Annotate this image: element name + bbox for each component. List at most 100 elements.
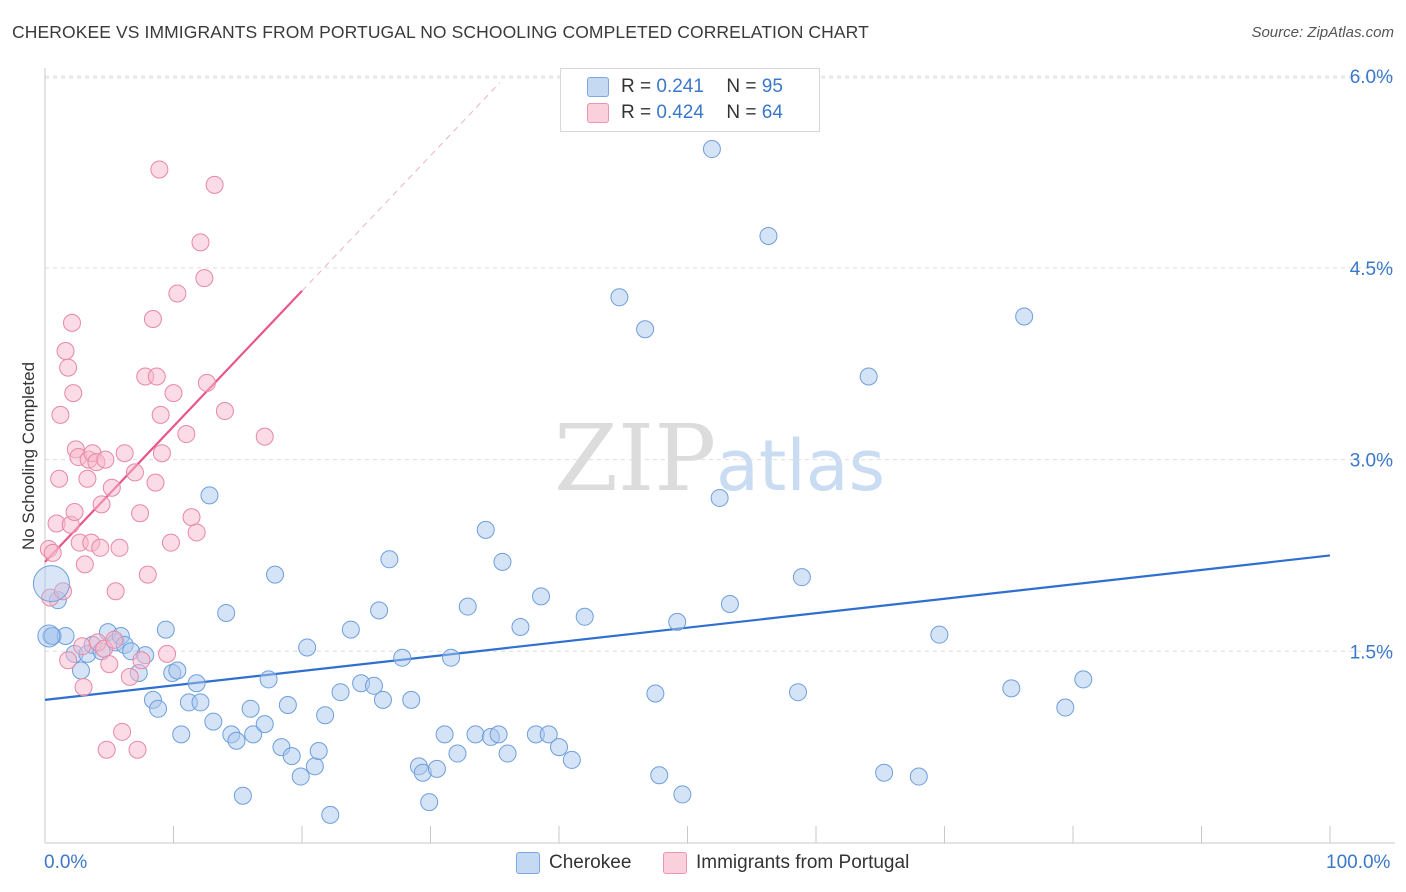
portugal-point-39 bbox=[125, 463, 144, 482]
cherokee-point-86 bbox=[792, 568, 811, 587]
cherokee-point-92 bbox=[1015, 307, 1034, 326]
portugal-point-61 bbox=[205, 175, 224, 194]
legend-row-portugal: R = 0.424 N = 64 bbox=[587, 101, 783, 125]
portugal-point-33 bbox=[105, 630, 124, 649]
portugal-point-40 bbox=[128, 740, 147, 759]
cherokee-point-80 bbox=[673, 785, 692, 804]
cherokee-point-43 bbox=[316, 706, 335, 725]
cherokee-point-35 bbox=[266, 565, 285, 584]
portugal-point-30 bbox=[97, 740, 116, 759]
cherokee-point-85 bbox=[789, 683, 808, 702]
watermark-atlas: atlas bbox=[716, 425, 885, 507]
cherokee-point-68 bbox=[511, 618, 530, 637]
series-legend-portugal[interactable]: Immigrants from Portugal bbox=[663, 852, 909, 874]
portugal-point-34 bbox=[106, 582, 125, 601]
portugal-point-12 bbox=[64, 384, 83, 403]
portugal-point-6 bbox=[53, 582, 72, 601]
cherokee-point-78 bbox=[650, 766, 669, 785]
legend-n-label: N = bbox=[726, 102, 757, 123]
cherokee-point-21 bbox=[172, 725, 191, 744]
series-legend: Cherokee Immigrants from Portugal bbox=[0, 852, 1406, 878]
trend-line-1 bbox=[44, 290, 303, 563]
y-tick-label-3: 6.0% bbox=[1350, 67, 1393, 88]
portugal-point-7 bbox=[56, 341, 75, 360]
cherokee-point-29 bbox=[227, 731, 246, 750]
portugal-point-11 bbox=[62, 313, 81, 332]
portugal-point-20 bbox=[78, 469, 97, 488]
y-tick-label-0: 1.5% bbox=[1350, 642, 1393, 663]
portugal-point-17 bbox=[73, 637, 92, 656]
portugal-point-38 bbox=[120, 667, 139, 686]
legend-r-label: R = bbox=[621, 76, 652, 97]
cherokee-point-45 bbox=[331, 683, 350, 702]
portugal-point-46 bbox=[146, 473, 165, 492]
legend-n-value-portugal: 64 bbox=[761, 102, 783, 123]
cherokee-point-73 bbox=[562, 750, 581, 769]
cherokee-point-53 bbox=[402, 690, 421, 709]
watermark-zip: ZIP bbox=[554, 405, 716, 512]
cherokee-point-72 bbox=[550, 738, 568, 757]
trend-lines bbox=[44, 82, 1331, 701]
cherokee-point-30 bbox=[233, 786, 252, 805]
portugal-point-29 bbox=[96, 450, 115, 469]
cherokee-point-83 bbox=[720, 595, 739, 614]
cherokee-point-44 bbox=[321, 805, 340, 824]
legend-r-label: R = bbox=[621, 102, 652, 123]
cherokee-point-79 bbox=[668, 612, 687, 631]
legend-n-value-cherokee: 95 bbox=[761, 76, 783, 97]
cherokee-point-61 bbox=[458, 597, 477, 616]
legend-r-value-cherokee: 0.241 bbox=[656, 76, 704, 97]
x-tick-label-min: 0.0% bbox=[44, 852, 88, 873]
y-tick-labels: 1.5% 3.0% 4.5% 6.0% bbox=[1350, 67, 1393, 663]
cherokee-point-33 bbox=[255, 715, 274, 734]
cherokee-point-26 bbox=[204, 712, 223, 731]
cherokee-point-75 bbox=[610, 288, 629, 307]
portugal-point-32 bbox=[102, 478, 121, 497]
cherokee-point-18 bbox=[156, 620, 175, 639]
portugal-point-44 bbox=[138, 565, 157, 584]
cherokee-point-46 bbox=[341, 620, 360, 639]
cherokee-point-42 bbox=[309, 741, 328, 760]
series-legend-label-cherokee: Cherokee bbox=[549, 852, 632, 873]
cherokee-point-94 bbox=[1074, 670, 1093, 689]
cherokee-point-65 bbox=[489, 725, 508, 744]
portugal-point-47 bbox=[147, 367, 166, 386]
cherokee-point-20 bbox=[168, 661, 187, 680]
cherokee-point-17 bbox=[149, 699, 168, 718]
cherokee-point-40 bbox=[298, 638, 317, 657]
cherokee-point-31 bbox=[244, 725, 263, 744]
cherokee-point-91 bbox=[1002, 679, 1021, 698]
cherokee-point-51 bbox=[380, 550, 399, 569]
portugal-point-52 bbox=[161, 533, 180, 552]
y-tick-label-1: 3.0% bbox=[1350, 451, 1393, 472]
portugal-point-59 bbox=[195, 269, 214, 288]
portugal-point-54 bbox=[168, 284, 187, 303]
cherokee-point-81 bbox=[702, 140, 721, 159]
cherokee-point-82 bbox=[710, 488, 729, 507]
portugal-point-27 bbox=[92, 495, 111, 514]
cherokee-cluster-point bbox=[32, 565, 70, 603]
series-legend-swatch-portugal bbox=[663, 852, 687, 874]
portugal-point-13 bbox=[65, 502, 84, 521]
cherokee-point-52 bbox=[393, 648, 412, 667]
portugal-point-50 bbox=[152, 444, 171, 463]
y-tick-label-2: 4.5% bbox=[1350, 259, 1393, 280]
gridlines bbox=[45, 75, 1395, 652]
portugal-point-19 bbox=[75, 555, 94, 574]
portugal-point-63 bbox=[255, 427, 274, 446]
cherokee-point-71 bbox=[539, 725, 558, 744]
legend-n-label: N = bbox=[726, 76, 757, 97]
portugal-point-62 bbox=[215, 402, 234, 421]
cherokee-point-59 bbox=[442, 648, 461, 667]
legend-r-value-portugal: 0.424 bbox=[656, 102, 704, 123]
portugal-point-56 bbox=[182, 508, 201, 527]
cherokee-point-90 bbox=[930, 625, 949, 644]
cherokee-cluster-point-2 bbox=[37, 624, 61, 648]
cherokee-point-27 bbox=[217, 603, 236, 622]
series-legend-cherokee[interactable]: Cherokee bbox=[516, 852, 631, 874]
portugal-point-5 bbox=[51, 405, 70, 424]
cherokee-point-25 bbox=[200, 486, 219, 505]
portugal-point-53 bbox=[164, 384, 183, 403]
cherokee-point-70 bbox=[532, 587, 551, 606]
